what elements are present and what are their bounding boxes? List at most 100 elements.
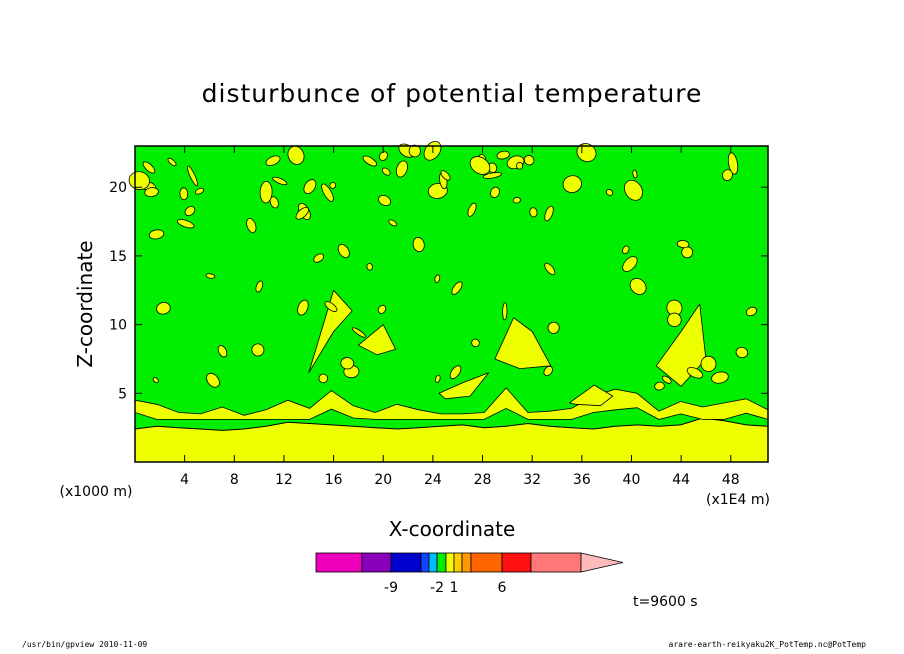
anomaly-blob	[435, 374, 441, 383]
anomaly-blob	[512, 196, 521, 204]
chart-title: disturbunce of potential temperature	[202, 79, 703, 108]
x-tick-label: 32	[523, 472, 541, 488]
anomaly-blob	[337, 244, 350, 258]
colorbar-swatch	[470, 552, 503, 573]
anomaly-blob	[490, 186, 500, 199]
anomaly-blob	[377, 304, 387, 314]
anomaly-blob	[662, 375, 672, 384]
colorbar-label: -2	[430, 580, 444, 596]
anomaly-blob	[482, 172, 502, 179]
x-tick-label: 28	[474, 472, 492, 488]
anomaly-plume	[655, 303, 707, 387]
anomaly-blob	[629, 277, 647, 295]
anomaly-blob	[351, 327, 366, 338]
x-tick-label: 48	[722, 472, 740, 488]
y-tick-label: 15	[109, 249, 127, 265]
anomaly-blob	[632, 169, 638, 179]
anomaly-blob	[217, 345, 228, 358]
colorbar-swatch	[436, 552, 447, 573]
anomaly-blob	[156, 302, 171, 315]
anomaly-plume	[438, 372, 490, 400]
anomaly-blob	[434, 274, 441, 283]
anomaly-blob	[272, 176, 288, 186]
anomaly-plume	[308, 289, 353, 374]
anomaly-blob	[711, 371, 729, 384]
anomaly-blob	[681, 246, 694, 259]
x-axis-label: X-coordinate	[389, 517, 516, 541]
anomaly-blob	[255, 280, 264, 293]
anomaly-blob	[496, 150, 510, 160]
anomaly-blob	[324, 301, 338, 312]
anomaly-blob	[412, 237, 425, 253]
anomaly-blob	[167, 157, 177, 167]
y-axis-unit: (x1000 m)	[60, 484, 133, 500]
x-tick-label: 12	[275, 472, 293, 488]
anomaly-blob	[321, 183, 334, 202]
anomaly-blob	[205, 273, 216, 279]
anomaly-blob	[295, 206, 309, 220]
anomaly-blob	[451, 281, 463, 295]
anomaly-blob	[297, 299, 309, 316]
anomaly-blob	[142, 161, 156, 174]
anomaly-blob	[194, 187, 205, 195]
colorbar-swatch	[453, 552, 463, 573]
y-axis-label: Z-coordinate	[73, 240, 97, 367]
anomaly-blob	[467, 202, 477, 217]
anomaly-blob	[529, 207, 538, 218]
anomaly-blob	[562, 175, 582, 193]
x-tick-label: 44	[672, 472, 690, 488]
anomaly-blob	[543, 365, 553, 377]
anomaly-blob	[544, 205, 554, 222]
anomaly-blob	[362, 155, 378, 167]
anomaly-blob	[186, 165, 199, 187]
anomaly-blob	[544, 262, 556, 276]
anomaly-blob	[622, 245, 630, 255]
time-label: t=9600 s	[633, 594, 698, 610]
colorbar-swatch	[428, 552, 438, 573]
x-tick-label: 16	[325, 472, 343, 488]
colorbar-swatch	[420, 552, 430, 573]
anomaly-blob	[313, 253, 325, 263]
colorbar: -9 -2 1 6	[315, 552, 624, 596]
anomaly-blob	[516, 161, 524, 170]
colorbar-label: -9	[384, 580, 398, 596]
anomaly-blob	[378, 151, 389, 161]
anomaly-blob	[251, 343, 265, 357]
anomaly-blob	[128, 171, 150, 190]
anomaly-blob	[179, 187, 189, 201]
anomaly-blob	[700, 355, 717, 372]
anomaly-blob	[622, 256, 638, 272]
anomaly-blob	[654, 381, 665, 391]
x-tick-label: 40	[623, 472, 641, 488]
surface-layer	[134, 417, 769, 463]
anomaly-blob	[469, 156, 491, 175]
anomaly-blob	[259, 181, 273, 204]
anomaly-blob	[340, 357, 355, 370]
anomaly-blob	[686, 367, 704, 379]
x-axis-unit: (x1E4 m)	[706, 492, 770, 508]
anomaly-blob	[395, 160, 408, 178]
anomaly-blob	[381, 167, 391, 176]
anomaly-layer	[128, 140, 769, 463]
x-tick-label: 20	[374, 472, 392, 488]
colorbar-swatch	[445, 552, 455, 573]
colorbar-swatch	[530, 552, 582, 573]
anomaly-blob	[303, 179, 317, 194]
y-tick-label: 10	[109, 318, 127, 334]
anomaly-blob	[523, 155, 535, 166]
anomaly-blob	[176, 219, 195, 229]
anomaly-blob	[184, 206, 196, 217]
footer-program: /usr/bin/gpview 2010-11-09	[22, 640, 148, 649]
anomaly-blob	[144, 187, 159, 198]
anomaly-blob	[502, 302, 508, 321]
anomaly-plume	[494, 317, 552, 369]
anomaly-blob	[722, 169, 733, 181]
x-tick-label: 4	[180, 472, 189, 488]
anomaly-plume	[358, 324, 396, 356]
colorbar-swatch	[315, 552, 363, 573]
anomaly-blob	[366, 263, 373, 271]
anomaly-blob	[388, 219, 398, 227]
anomaly-blob	[624, 179, 643, 201]
